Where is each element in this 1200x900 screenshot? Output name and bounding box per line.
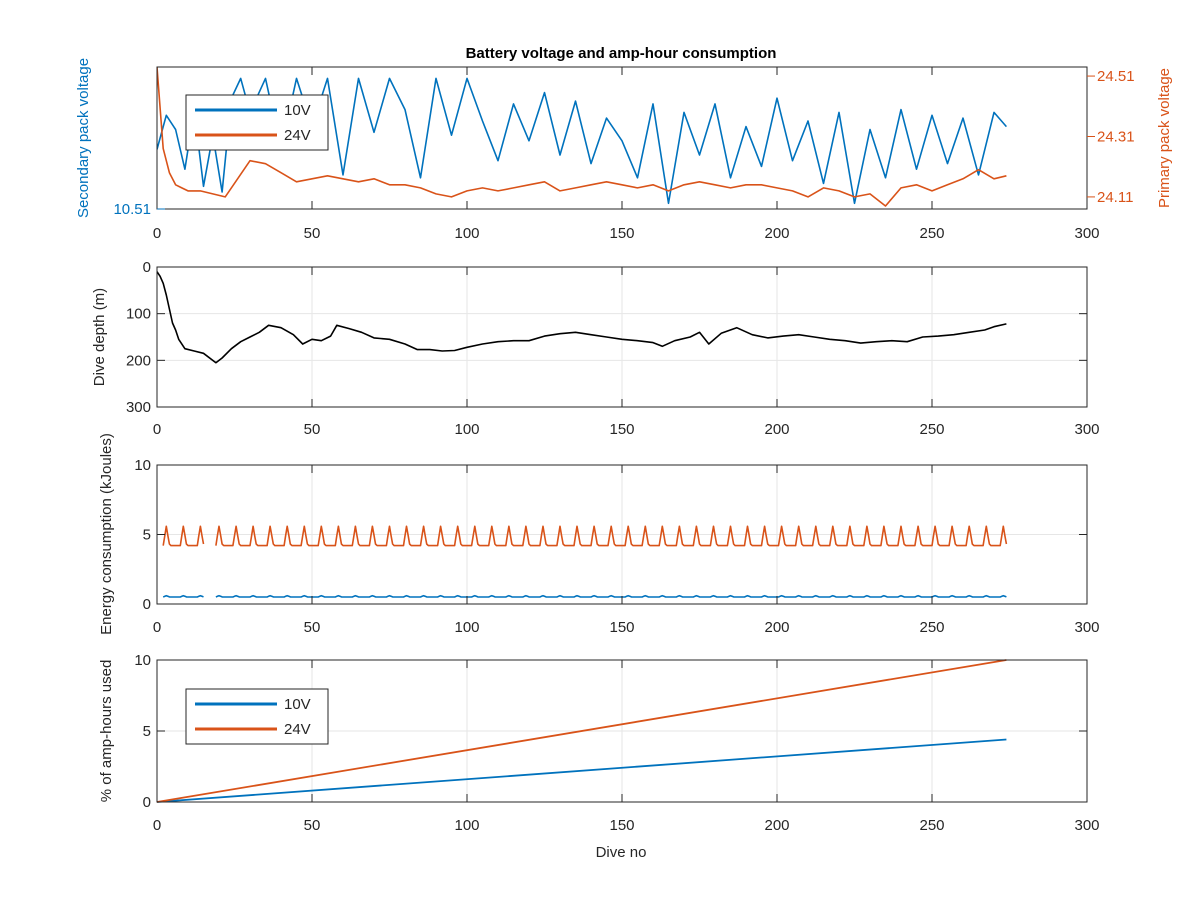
y-tick-label: 0 [143,794,151,811]
x-tick-label: 0 [153,817,161,834]
y-tick-label: 100 [126,306,151,323]
y-right-tick-label: 24.51 [1097,68,1135,85]
x-tick-label: 0 [153,225,161,242]
x-tick-label: 200 [764,225,789,242]
x-tick-label: 250 [919,225,944,242]
x-tick-label: 250 [919,817,944,834]
x-tick-label: 50 [304,225,321,242]
x-tick-label: 200 [764,421,789,438]
y-right-tick-label: 24.31 [1097,128,1135,145]
voltage-legend: 10V 24V [185,94,329,151]
x-tick-label: 150 [609,817,634,834]
voltage-legend-24v-label: 24V [284,127,311,144]
x-tick-label: 150 [609,619,634,636]
y-tick-label: 0 [143,596,151,613]
energy-panel: 0 50 100 150 200 250 300 0 5 10 Energy consumpti… [98,433,1100,636]
series-line-24v [156,659,1007,803]
x-tick-label: 200 [764,619,789,636]
depth-panel: 0 50 100 150 200 250 300 0 100 200 300 Dive depth… [91,259,1100,438]
x-tick-label: 300 [1074,619,1099,636]
x-tick-label: 50 [304,817,321,834]
series-line-10v [162,594,204,598]
x-tick-label: 300 [1074,421,1099,438]
voltage-legend-box [185,94,329,151]
figure-title: Battery voltage and amp-hour consumption [466,45,777,62]
voltage-panel: 0 50 100 150 200 250 300 10.51 24.11 24.31 24.51… [75,58,1173,242]
series-line-10v [215,594,1007,598]
amphours-xlabel: Dive no [596,844,647,861]
y-tick-label: 5 [143,527,151,544]
x-tick-label: 100 [454,225,479,242]
x-tick-label: 200 [764,817,789,834]
x-tick-label: 50 [304,619,321,636]
x-tick-label: 100 [454,421,479,438]
x-tick-label: 0 [153,421,161,438]
x-tick-label: 250 [919,421,944,438]
amphours-legend-box [185,688,329,745]
energy-ylabel: Energy consumption (kJoules) [98,433,115,635]
voltage-left-ylabel: Secondary pack voltage [75,58,92,218]
x-tick-label: 150 [609,225,634,242]
y-tick-label: 10 [134,457,151,474]
x-tick-label: 0 [153,619,161,636]
depth-ylabel: Dive depth (m) [91,288,108,386]
series-line-24v [157,67,1007,207]
amphours-panel: 0 50 100 150 200 250 300 0 5 10 % of amp-hours u… [98,652,1100,861]
amphours-ylabel: % of amp-hours used [98,660,115,803]
series-line-24v [215,525,1008,547]
y-tick-label: 200 [126,352,151,369]
x-tick-label: 300 [1074,817,1099,834]
x-tick-label: 100 [454,817,479,834]
amphours-legend-24v-label: 24V [284,721,311,738]
amphours-legend-10v-label: 10V [284,696,311,713]
x-tick-label: 150 [609,421,634,438]
series-line-depth [156,271,1007,364]
y-tick-label: 300 [126,399,151,416]
voltage-right-ylabel: Primary pack voltage [1156,68,1173,208]
series-line-24v [162,525,205,547]
y-tick-label: 5 [143,723,151,740]
amphours-legend: 10V 24V [185,688,329,745]
x-tick-label: 50 [304,421,321,438]
series-line-10v [156,738,1007,803]
voltage-legend-10v-label: 10V [284,102,311,119]
y-tick-label: 10 [134,652,151,669]
y-left-tick-label: 10.51 [113,201,151,218]
y-tick-label: 0 [143,259,151,276]
y-right-tick-label: 24.11 [1097,189,1133,206]
x-tick-label: 250 [919,619,944,636]
x-tick-label: 300 [1074,225,1099,242]
x-tick-label: 100 [454,619,479,636]
